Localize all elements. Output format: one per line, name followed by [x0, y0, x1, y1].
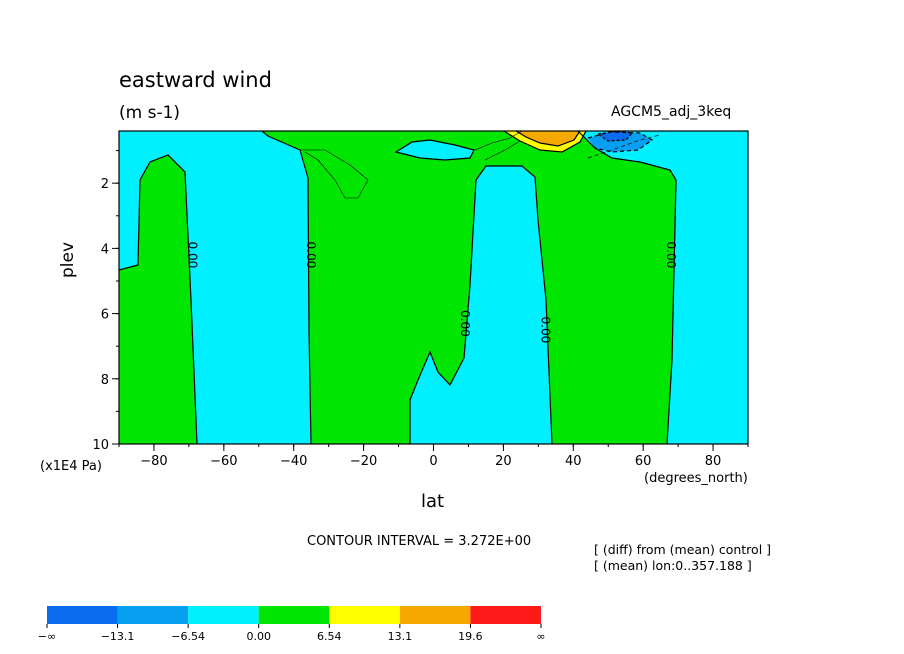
westerly-orange	[516, 131, 580, 146]
x-tick-label: −20	[350, 454, 377, 469]
contour-thin-1	[300, 149, 369, 199]
contour-westerly-1	[503, 130, 587, 153]
zero-contour-south	[261, 130, 312, 445]
colorbar-swatch	[470, 606, 541, 624]
contour-thin-3	[484, 140, 521, 161]
contour-label: 0.00	[538, 317, 552, 344]
easterly-region-sp	[119, 131, 311, 444]
colorbar-swatch	[117, 606, 189, 624]
colorbar-label: 13.1	[388, 630, 413, 643]
y-ticks: 2 4 6 8 10	[92, 150, 119, 453]
colorbar-label: −13.1	[101, 630, 135, 643]
x-tick-label: 40	[565, 454, 582, 469]
contour-label: 0.00	[664, 242, 678, 269]
colorbar: −∞ −13.1 −6.54 0.00 6.54 13.1 19.6 ∞	[38, 606, 546, 643]
chart-units: (m s-1)	[119, 103, 181, 123]
x-tick-label: 60	[635, 454, 652, 469]
x-tick-label: 0	[429, 454, 437, 469]
colorbar-label: −6.54	[171, 630, 205, 643]
contour-easterly-3	[587, 134, 661, 159]
x-axis-label: lat	[421, 491, 445, 512]
zero-contour-np	[577, 130, 677, 445]
x-tick-label: −80	[140, 454, 167, 469]
contour-label: 0.00	[458, 310, 472, 337]
colorbar-label: 19.6	[458, 630, 483, 643]
contour-westerly-2	[515, 130, 581, 147]
colorbar-label: 6.54	[317, 630, 342, 643]
x-tick-label: −60	[210, 454, 237, 469]
colorbar-label: 0.00	[246, 630, 271, 643]
contour-labels: 0.00 0.00 0.00 0.00 0.00	[185, 242, 678, 344]
colorbar-swatch	[258, 606, 330, 624]
colorbar-label: ∞	[536, 630, 545, 643]
y-tick-label: 2	[101, 177, 109, 192]
y-tick-label: 6	[101, 308, 109, 323]
dataset-label: AGCM5_adj_3keq	[611, 104, 732, 120]
contour-thin-2	[474, 130, 523, 151]
x-ticks: −80 −60 −40 −20 0 20 40 60 80	[118, 444, 749, 469]
y-tick-label: 10	[92, 438, 109, 453]
zero-contour-sp	[118, 154, 198, 445]
x-tick-label: 80	[705, 454, 722, 469]
easterly-region-eq	[410, 166, 552, 444]
zero-contour-patch	[394, 139, 475, 161]
y-tick-label: 4	[101, 242, 109, 257]
x-tick-label: −40	[280, 454, 307, 469]
colorbar-swatch	[329, 606, 400, 624]
colorbar-swatch	[399, 606, 471, 624]
contour-label: 0.00	[185, 242, 199, 269]
easterly-core-strong	[598, 131, 632, 141]
y-axis-label: plev	[58, 241, 78, 278]
contour-interval: CONTOUR INTERVAL = 3.272E+00	[307, 534, 532, 549]
y-tick-label: 8	[101, 373, 109, 388]
contour-lines	[118, 130, 677, 445]
contour-label: 0.00	[304, 242, 318, 269]
note-mean: [ (mean) lon:0..357.188 ]	[594, 558, 752, 573]
colorbar-label: −∞	[38, 630, 56, 643]
note-diff: [ (diff) from (mean) control ]	[594, 542, 772, 557]
easterly-region-np	[578, 131, 748, 444]
chart-title: eastward wind	[119, 68, 272, 92]
x-axis-units: (degrees_north)	[644, 471, 748, 486]
x-tick-label: 20	[495, 454, 512, 469]
zero-contour-eq	[409, 165, 553, 445]
y-axis-units: (x1E4 Pa)	[40, 459, 102, 474]
colorbar-swatch	[188, 606, 259, 624]
colorbar-swatch	[47, 606, 118, 624]
